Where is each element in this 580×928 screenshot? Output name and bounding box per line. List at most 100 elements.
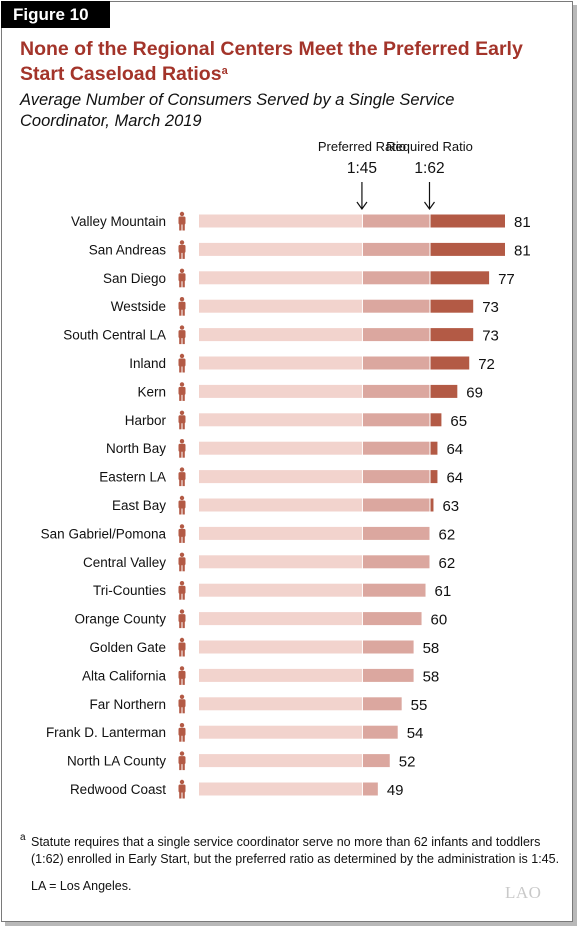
category-label: Central Valley (83, 555, 166, 570)
person-icon (178, 779, 186, 799)
bar-segment-preferred-to-required (362, 214, 430, 228)
value-label: 64 (446, 470, 463, 487)
person-icon (178, 552, 186, 572)
bar-segment-preferred-to-required (362, 754, 390, 768)
bar-segment-preferred-to-required (362, 725, 398, 739)
marker-ratio: 1:62 (414, 160, 444, 177)
bar-segment-above-required (430, 299, 474, 313)
abbreviation-note: LA = Los Angeles. (31, 879, 132, 893)
bar-segment-preferred-to-required (362, 441, 430, 455)
category-label: Kern (137, 384, 166, 399)
bar-segment-below-preferred (199, 583, 362, 597)
category-label: Far Northern (89, 697, 166, 712)
person-icon (178, 268, 186, 288)
bar-segment-above-required (430, 384, 458, 398)
bar-segment-below-preferred (199, 498, 362, 512)
bar-segment-below-preferred (199, 754, 362, 768)
person-icon (178, 211, 186, 231)
bar-segment-below-preferred (199, 612, 362, 626)
value-label: 58 (423, 668, 440, 685)
value-label: 73 (482, 299, 499, 316)
bar-segment-preferred-to-required (362, 697, 402, 711)
value-label: 62 (438, 555, 455, 572)
title-footnote-mark: a (221, 65, 228, 77)
person-icon (178, 353, 186, 373)
person-icon (178, 325, 186, 345)
category-label: South Central LA (63, 328, 166, 343)
bar-segment-below-preferred (199, 214, 362, 228)
value-label: 73 (482, 328, 499, 345)
category-label: San Andreas (89, 242, 167, 257)
lao-logo: LAO (505, 883, 542, 902)
bar-segment-below-preferred (199, 526, 362, 540)
bar-segment-above-required (430, 413, 442, 427)
bar-segment-preferred-to-required (362, 299, 430, 313)
person-icon (178, 637, 186, 657)
bar-segment-below-preferred (199, 725, 362, 739)
bar-segment-above-required (430, 441, 438, 455)
bar-segment-below-preferred (199, 470, 362, 484)
bar-segment-above-required (430, 271, 490, 285)
category-label: San Diego (103, 271, 166, 286)
category-label: Harbor (125, 413, 167, 428)
bar-segment-preferred-to-required (362, 470, 430, 484)
bar-segment-above-required (430, 214, 505, 228)
person-icon (178, 439, 186, 458)
value-label: 69 (466, 384, 483, 401)
footnote: a Statute requires that a single service… (20, 832, 565, 868)
bar-segment-below-preferred (199, 640, 362, 654)
person-icon (178, 694, 186, 714)
value-label: 64 (446, 441, 463, 458)
bar-segment-preferred-to-required (362, 640, 414, 654)
value-label: 65 (450, 413, 467, 430)
bar-chart: Preferred Ratio 1:45 Required Ratio 1:62 Val… (41, 139, 531, 799)
bar-segment-below-preferred (199, 782, 362, 796)
value-label: 52 (399, 754, 416, 771)
category-label: North Bay (106, 441, 166, 456)
bar-segment-below-preferred (199, 555, 362, 569)
category-label: East Bay (112, 498, 166, 513)
bar-segment-below-preferred (199, 413, 362, 427)
footnote-text: Statute requires that a single service c… (31, 835, 560, 866)
value-label: 63 (442, 498, 459, 515)
figure-frame (1, 1, 573, 922)
category-label: Redwood Coast (70, 782, 166, 797)
bar-segment-below-preferred (199, 328, 362, 342)
category-label: Valley Mountain (71, 214, 166, 229)
bar-segment-above-required (430, 242, 505, 256)
category-label: Eastern LA (99, 470, 166, 485)
bar-segment-preferred-to-required (362, 612, 422, 626)
person-icon (178, 467, 186, 487)
bar-segment-below-preferred (199, 697, 362, 711)
person-icon (178, 382, 186, 401)
down-arrow-icon-head (356, 201, 368, 211)
category-label: San Gabriel/Pomona (41, 526, 167, 541)
category-label: Frank D. Lanterman (46, 725, 166, 740)
category-label: Orange County (74, 612, 166, 627)
value-label: 60 (431, 612, 448, 629)
category-label: Golden Gate (89, 640, 166, 655)
category-label: Westside (111, 299, 166, 314)
category-label: Inland (129, 356, 166, 371)
person-icon (178, 297, 186, 316)
category-label: Tri-Counties (93, 583, 166, 598)
down-arrow-icon-head (424, 201, 435, 211)
bar-segment-preferred-to-required (362, 413, 430, 427)
bar-segment-above-required (430, 498, 434, 512)
chart-subtitle: Average Number of Consumers Served by a … (20, 91, 455, 130)
bar-segment-preferred-to-required (362, 242, 430, 256)
bar-segment-preferred-to-required (362, 555, 430, 569)
value-label: 81 (514, 242, 531, 259)
category-label: Alta California (82, 668, 167, 683)
chart-title-text: None of the Regional Centers Meet the Pr… (20, 38, 523, 85)
marker-label: Required Ratio (386, 139, 473, 154)
bar-segment-preferred-to-required (362, 271, 430, 285)
value-label: 58 (423, 640, 440, 657)
footnote-mark: a (20, 832, 26, 843)
person-icon (178, 524, 186, 543)
value-label: 81 (514, 214, 531, 231)
value-label: 55 (411, 697, 428, 714)
value-label: 61 (435, 583, 452, 600)
chart-title: None of the Regional Centers Meet the Pr… (20, 38, 540, 85)
bar-segment-preferred-to-required (362, 356, 430, 370)
